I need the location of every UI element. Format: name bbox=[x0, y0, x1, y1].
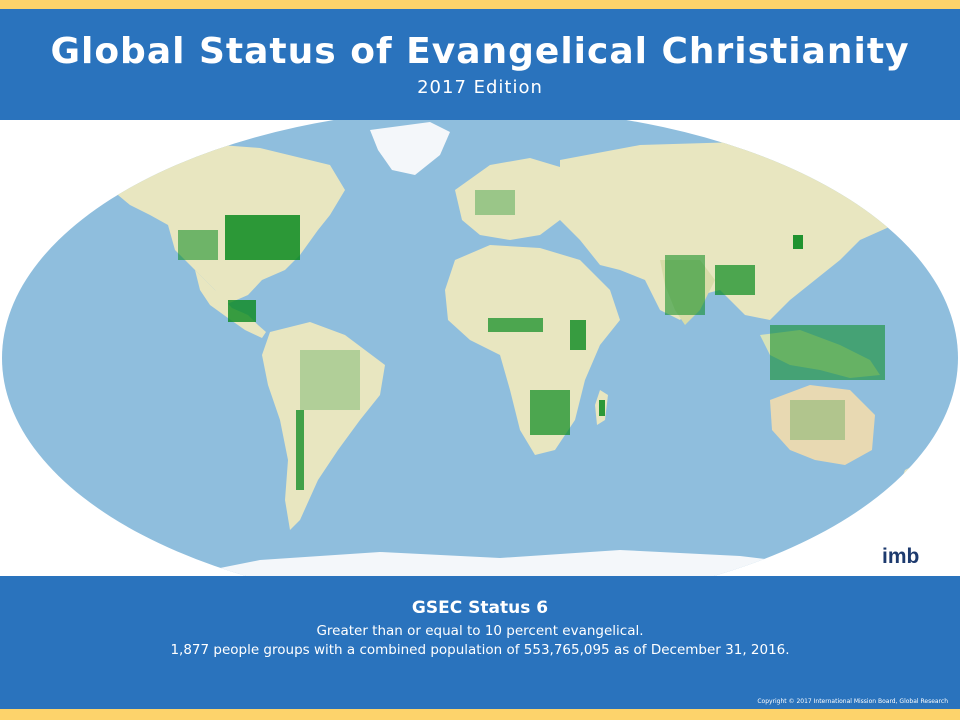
marker-cluster-chile bbox=[296, 410, 304, 490]
copyright-notice: Copyright © 2017 International Mission B… bbox=[757, 698, 948, 705]
marker-cluster-southern-africa bbox=[530, 390, 570, 435]
europe bbox=[455, 158, 580, 240]
imb-logo: imb bbox=[882, 545, 920, 568]
marker-cluster-europe bbox=[475, 190, 515, 215]
marker-cluster-usa-west bbox=[178, 230, 218, 260]
marker-cluster-northeast-india bbox=[715, 265, 755, 295]
marker-cluster-korea bbox=[793, 235, 803, 249]
world-map-svg bbox=[2, 120, 958, 576]
marker-cluster-madagascar bbox=[599, 400, 605, 416]
page-subtitle: 2017 Edition bbox=[417, 77, 543, 98]
south-america bbox=[262, 322, 385, 530]
header-banner: Global Status of Evangelical Christianit… bbox=[0, 9, 960, 120]
africa bbox=[445, 245, 620, 455]
world-map bbox=[0, 120, 960, 576]
marker-cluster-india bbox=[665, 255, 705, 315]
asia bbox=[560, 142, 905, 320]
marker-cluster-east-africa bbox=[570, 320, 586, 350]
marker-cluster-southeast-asia bbox=[770, 325, 885, 380]
evangelical-marker-dots bbox=[178, 190, 885, 490]
status-description: Greater than or equal to 10 percent evan… bbox=[316, 623, 644, 639]
australia bbox=[770, 385, 875, 465]
greenland bbox=[370, 122, 450, 175]
top-accent-strip bbox=[0, 0, 960, 9]
marker-cluster-brazil bbox=[300, 350, 360, 410]
antarctica bbox=[180, 550, 860, 576]
marker-cluster-central-america bbox=[228, 300, 256, 322]
status-heading: GSEC Status 6 bbox=[411, 598, 549, 618]
page-title: Global Status of Evangelical Christianit… bbox=[50, 31, 910, 72]
population-summary: 1,877 people groups with a combined popu… bbox=[170, 642, 790, 658]
marker-cluster-australia bbox=[790, 400, 845, 440]
footer-banner: GSEC Status 6 Greater than or equal to 1… bbox=[0, 576, 960, 709]
marker-cluster-usa bbox=[225, 215, 300, 260]
marker-cluster-west-africa bbox=[488, 318, 543, 332]
bottom-accent-strip bbox=[0, 709, 960, 720]
